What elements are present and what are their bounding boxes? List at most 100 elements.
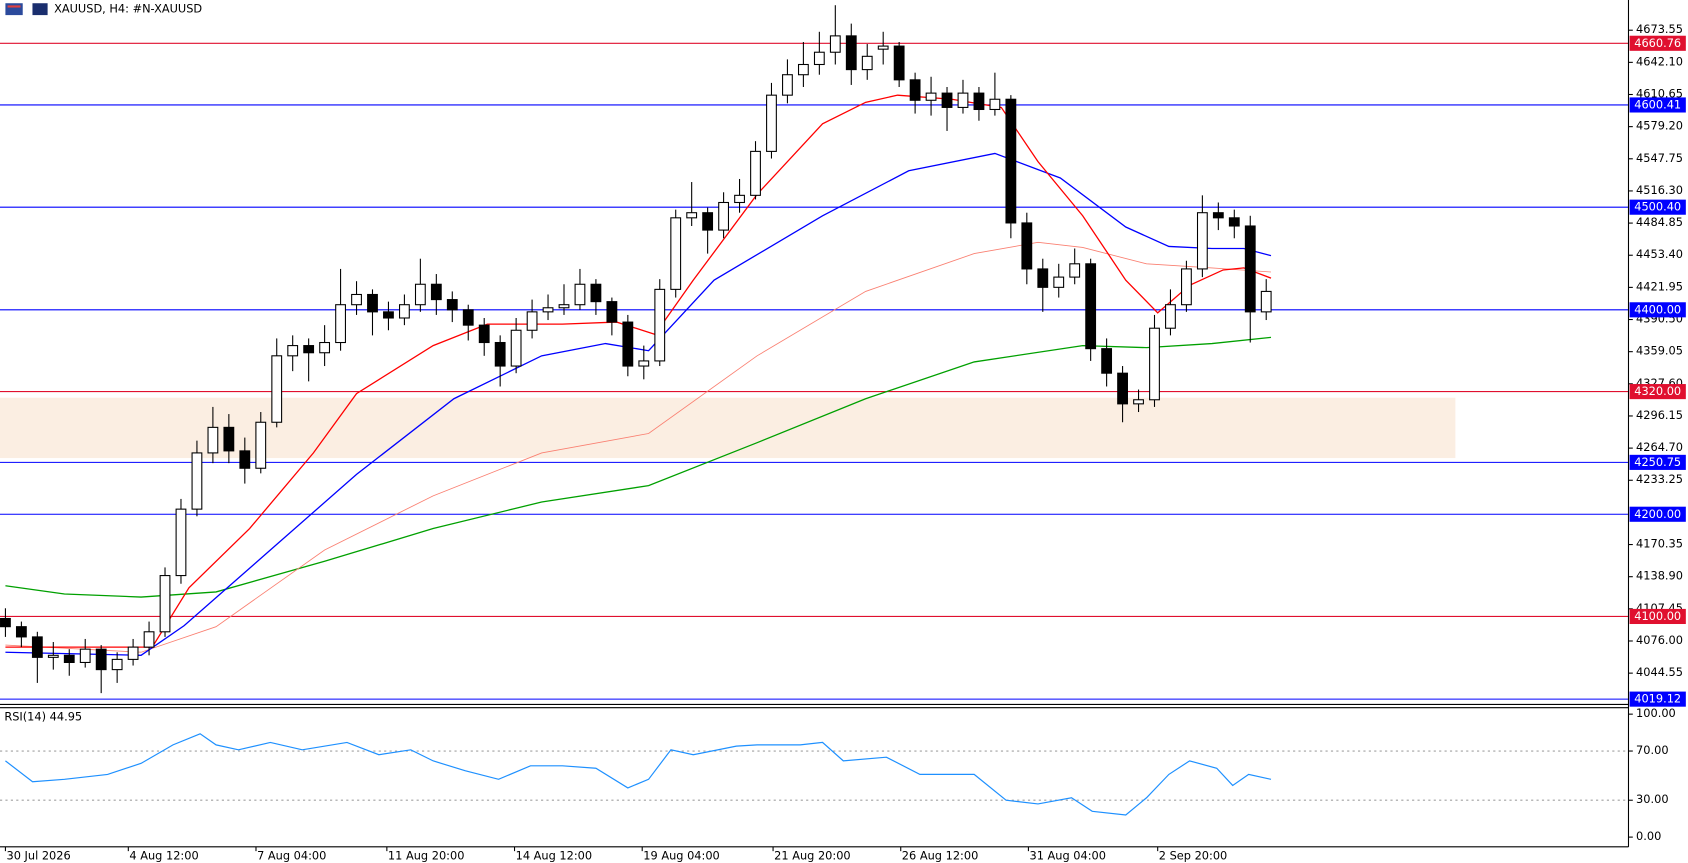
candle-body xyxy=(287,345,299,357)
candle-body xyxy=(686,212,698,219)
candle-body xyxy=(478,324,490,344)
candle-body xyxy=(303,345,315,354)
candle-body xyxy=(47,654,59,658)
candle-body xyxy=(1005,98,1017,224)
candle-body xyxy=(925,92,937,101)
x-tick-label: 7 Aug 04:00 xyxy=(257,849,326,863)
candle-body xyxy=(1149,327,1160,401)
candle-body xyxy=(111,658,123,671)
candle-body xyxy=(606,301,618,323)
candle-body xyxy=(1196,212,1208,270)
candle-body xyxy=(175,508,187,577)
candle-body xyxy=(0,617,11,628)
level-label-box xyxy=(1629,97,1686,113)
candle-body xyxy=(654,288,666,362)
y-tick-label: 4359.05 xyxy=(1636,344,1683,358)
x-tick-label: 2 Sep 20:00 xyxy=(1159,849,1228,863)
candle-body xyxy=(734,194,745,204)
candle-body xyxy=(15,626,27,638)
candle-body xyxy=(558,304,570,309)
candle-body xyxy=(702,212,714,231)
chart-title: XAUUSD, H4: #N-XAUUSD xyxy=(54,2,202,16)
candle-body xyxy=(766,94,777,152)
x-tick-label: 14 Aug 12:00 xyxy=(516,849,593,863)
y-tick-label: 4673.55 xyxy=(1636,22,1683,36)
y-tick-label: 4170.35 xyxy=(1636,537,1683,551)
candle-body xyxy=(95,648,107,671)
candle-body xyxy=(143,631,155,648)
candle-body xyxy=(31,636,43,658)
chart-icon[interactable] xyxy=(32,3,48,16)
candle-body xyxy=(159,575,171,633)
moving-average xyxy=(5,94,1272,648)
x-tick-label: 21 Aug 20:00 xyxy=(774,849,851,863)
y-tick-label: 0.00 xyxy=(1636,829,1661,843)
level-label-box xyxy=(1629,35,1686,51)
rsi-title: RSI(14) 44.95 xyxy=(4,709,82,723)
candle-body xyxy=(79,648,91,663)
candle-body xyxy=(782,74,793,96)
candle-body xyxy=(542,307,554,313)
candle-body xyxy=(207,426,219,454)
candle-body xyxy=(446,299,458,311)
moving-average xyxy=(5,152,1272,656)
y-tick-label: 4296.15 xyxy=(1636,408,1683,422)
candle-body xyxy=(383,311,394,319)
candle-body xyxy=(351,293,362,306)
candle-body xyxy=(1212,212,1224,219)
y-tick-label: 70.00 xyxy=(1636,743,1668,757)
candle-body xyxy=(574,283,586,306)
x-tick-label: 11 Aug 20:00 xyxy=(388,849,465,863)
candle-body xyxy=(1228,217,1240,227)
candle-body xyxy=(319,341,331,354)
candle-body xyxy=(829,35,841,53)
candle-body xyxy=(797,63,809,76)
candle-body xyxy=(1069,263,1081,278)
y-tick-label: 4421.95 xyxy=(1636,279,1683,293)
candle-body xyxy=(191,452,203,510)
candle-body xyxy=(1244,225,1256,313)
y-tick-label: 4233.25 xyxy=(1636,472,1683,486)
x-tick-label: 31 Aug 04:00 xyxy=(1029,849,1106,863)
candle-body xyxy=(1085,263,1097,350)
level-label: 4600.41 xyxy=(1634,98,1681,112)
candle-body xyxy=(957,92,969,108)
level-label-box xyxy=(1629,199,1686,215)
candle-body xyxy=(590,283,602,303)
level-label: 4200.00 xyxy=(1634,507,1681,521)
candle-body xyxy=(909,79,921,101)
candle-body xyxy=(750,150,761,196)
level-label: 4400.00 xyxy=(1634,302,1681,316)
y-tick-label: 4579.20 xyxy=(1636,119,1683,133)
y-tick-label: 4642.10 xyxy=(1636,54,1683,68)
menu-icon[interactable] xyxy=(5,3,23,16)
level-label-box xyxy=(1629,302,1686,318)
candle-body xyxy=(893,45,905,81)
candle-body xyxy=(127,646,139,660)
candle-body xyxy=(1117,372,1128,405)
rsi-line xyxy=(5,733,1272,816)
candle-body xyxy=(877,45,889,50)
candle-body xyxy=(510,329,522,367)
candle-body xyxy=(526,311,538,331)
candle-body xyxy=(271,355,283,423)
y-tick-label: 4516.30 xyxy=(1636,183,1683,197)
moving-average xyxy=(5,241,1272,653)
x-tick-label: 19 Aug 04:00 xyxy=(643,849,720,863)
candle-body xyxy=(989,98,1001,111)
candle-body xyxy=(1260,290,1272,313)
level-label: 4500.40 xyxy=(1634,200,1681,214)
level-label-box xyxy=(1629,608,1686,625)
candle-body xyxy=(1037,268,1049,288)
y-tick-label: 30.00 xyxy=(1636,792,1668,806)
candle-body xyxy=(414,283,426,306)
candle-body xyxy=(367,293,378,313)
y-tick-label: 4547.75 xyxy=(1636,151,1683,165)
y-tick-label: 4453.40 xyxy=(1636,247,1683,261)
candle-body xyxy=(718,201,730,231)
candle-body xyxy=(494,341,506,367)
candle-body xyxy=(670,217,682,290)
candle-body xyxy=(462,309,474,326)
